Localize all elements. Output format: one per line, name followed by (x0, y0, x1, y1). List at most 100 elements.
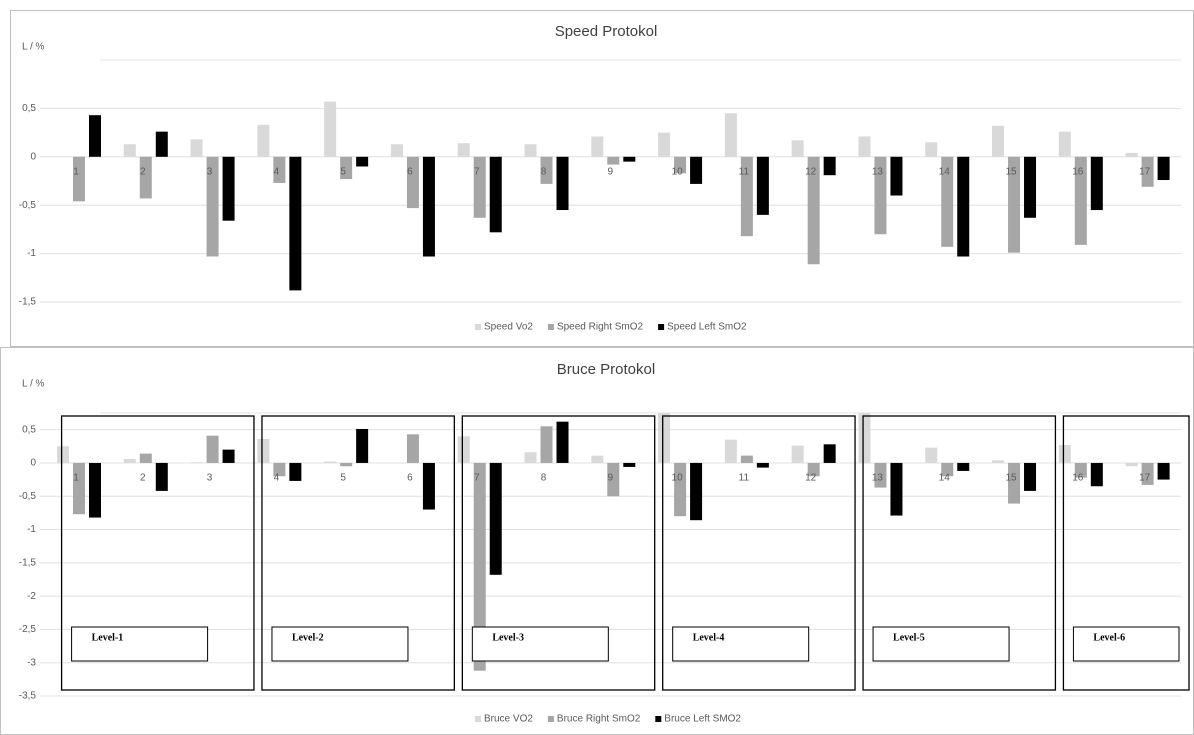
bar (591, 455, 604, 463)
legend-swatch (655, 716, 662, 722)
legend-label: Bruce VO2 (484, 714, 533, 725)
category-label: 5 (340, 166, 346, 177)
y-tick-label: -0,5 (19, 491, 37, 502)
category-label: 17 (1139, 473, 1151, 484)
category-label: 12 (805, 473, 817, 484)
bar (1157, 462, 1170, 480)
category-label: 10 (672, 473, 684, 484)
bar (1008, 462, 1021, 504)
category-label: 14 (939, 473, 951, 484)
y-tick-label: -1,5 (19, 557, 37, 568)
bar (340, 462, 353, 467)
bar (390, 144, 403, 157)
bar (756, 462, 769, 468)
bar (807, 156, 820, 265)
bar (556, 156, 569, 211)
legend-label: Bruce Right SmO2 (557, 714, 641, 725)
y-axis-label: L / % (22, 379, 45, 390)
bar (406, 156, 419, 209)
bar (88, 115, 101, 157)
level-label-box (271, 626, 409, 662)
level-box (1062, 415, 1190, 691)
y-axis-label: L / % (22, 42, 45, 53)
level-box (862, 415, 1057, 691)
bar (457, 143, 470, 157)
bar (222, 449, 235, 463)
y-tick-label: -2,5 (19, 624, 37, 635)
category-label: 6 (407, 166, 413, 177)
bar (1125, 462, 1138, 467)
bar (473, 462, 486, 671)
bar (1024, 156, 1037, 218)
legend-swatch (475, 324, 481, 330)
bar (273, 462, 286, 477)
bar (1074, 156, 1087, 245)
level-label-box (471, 626, 609, 662)
bar (992, 460, 1005, 463)
bar (823, 444, 836, 463)
bar (623, 156, 636, 162)
bar (289, 156, 302, 291)
y-tick-label: -0,5 (19, 200, 37, 211)
bar (941, 462, 954, 477)
bar (690, 156, 703, 184)
bar (791, 445, 804, 463)
bar (406, 434, 419, 463)
bar (422, 156, 435, 257)
category-label: 9 (608, 473, 614, 484)
bar (823, 156, 836, 176)
category-label: 14 (939, 166, 951, 177)
bar (222, 156, 235, 221)
bar (356, 428, 369, 463)
bar (206, 435, 219, 463)
legend-swatch (547, 716, 554, 722)
category-label: 17 (1139, 166, 1151, 177)
bar (524, 452, 537, 463)
bar (1058, 444, 1071, 463)
bar (623, 462, 636, 467)
bar (88, 462, 101, 518)
level-label: Level-3 (492, 632, 524, 643)
bar (874, 462, 887, 488)
bar (690, 462, 703, 521)
y-tick-label: 0,5 (22, 103, 36, 114)
bar (324, 101, 337, 157)
level-label: Level-2 (292, 632, 324, 643)
category-label: 7 (474, 166, 480, 177)
chart-title: Bruce Protokol (557, 361, 655, 378)
bar (540, 426, 553, 463)
bar (1058, 131, 1071, 157)
y-tick-label: -2 (27, 591, 36, 602)
legend-label: Speed Left SmO2 (667, 322, 747, 333)
bar (457, 436, 470, 463)
bar (524, 144, 537, 157)
bar (155, 131, 168, 157)
bar (925, 142, 938, 157)
bar (489, 156, 502, 233)
panel-frame (0, 347, 1194, 735)
bar (190, 462, 203, 463)
bar (724, 439, 737, 463)
category-label: 16 (1072, 473, 1084, 484)
category-label: 1 (73, 473, 79, 484)
category-label: 8 (541, 473, 547, 484)
bar (72, 462, 85, 515)
bar (540, 156, 553, 184)
bar (155, 462, 168, 491)
category-label: 3 (207, 166, 213, 177)
category-label: 4 (274, 166, 280, 177)
bar (206, 156, 219, 257)
bar (925, 447, 938, 463)
bar (1157, 156, 1170, 181)
y-tick-label: 0,5 (22, 424, 36, 435)
bar (1090, 462, 1103, 487)
level-label-box (672, 626, 810, 662)
level-label: Level-1 (92, 632, 124, 643)
bar (489, 462, 502, 575)
bar (1074, 462, 1087, 478)
bar (1141, 462, 1154, 485)
bar (957, 156, 970, 257)
legend-label: Speed Right SmO2 (557, 322, 644, 333)
